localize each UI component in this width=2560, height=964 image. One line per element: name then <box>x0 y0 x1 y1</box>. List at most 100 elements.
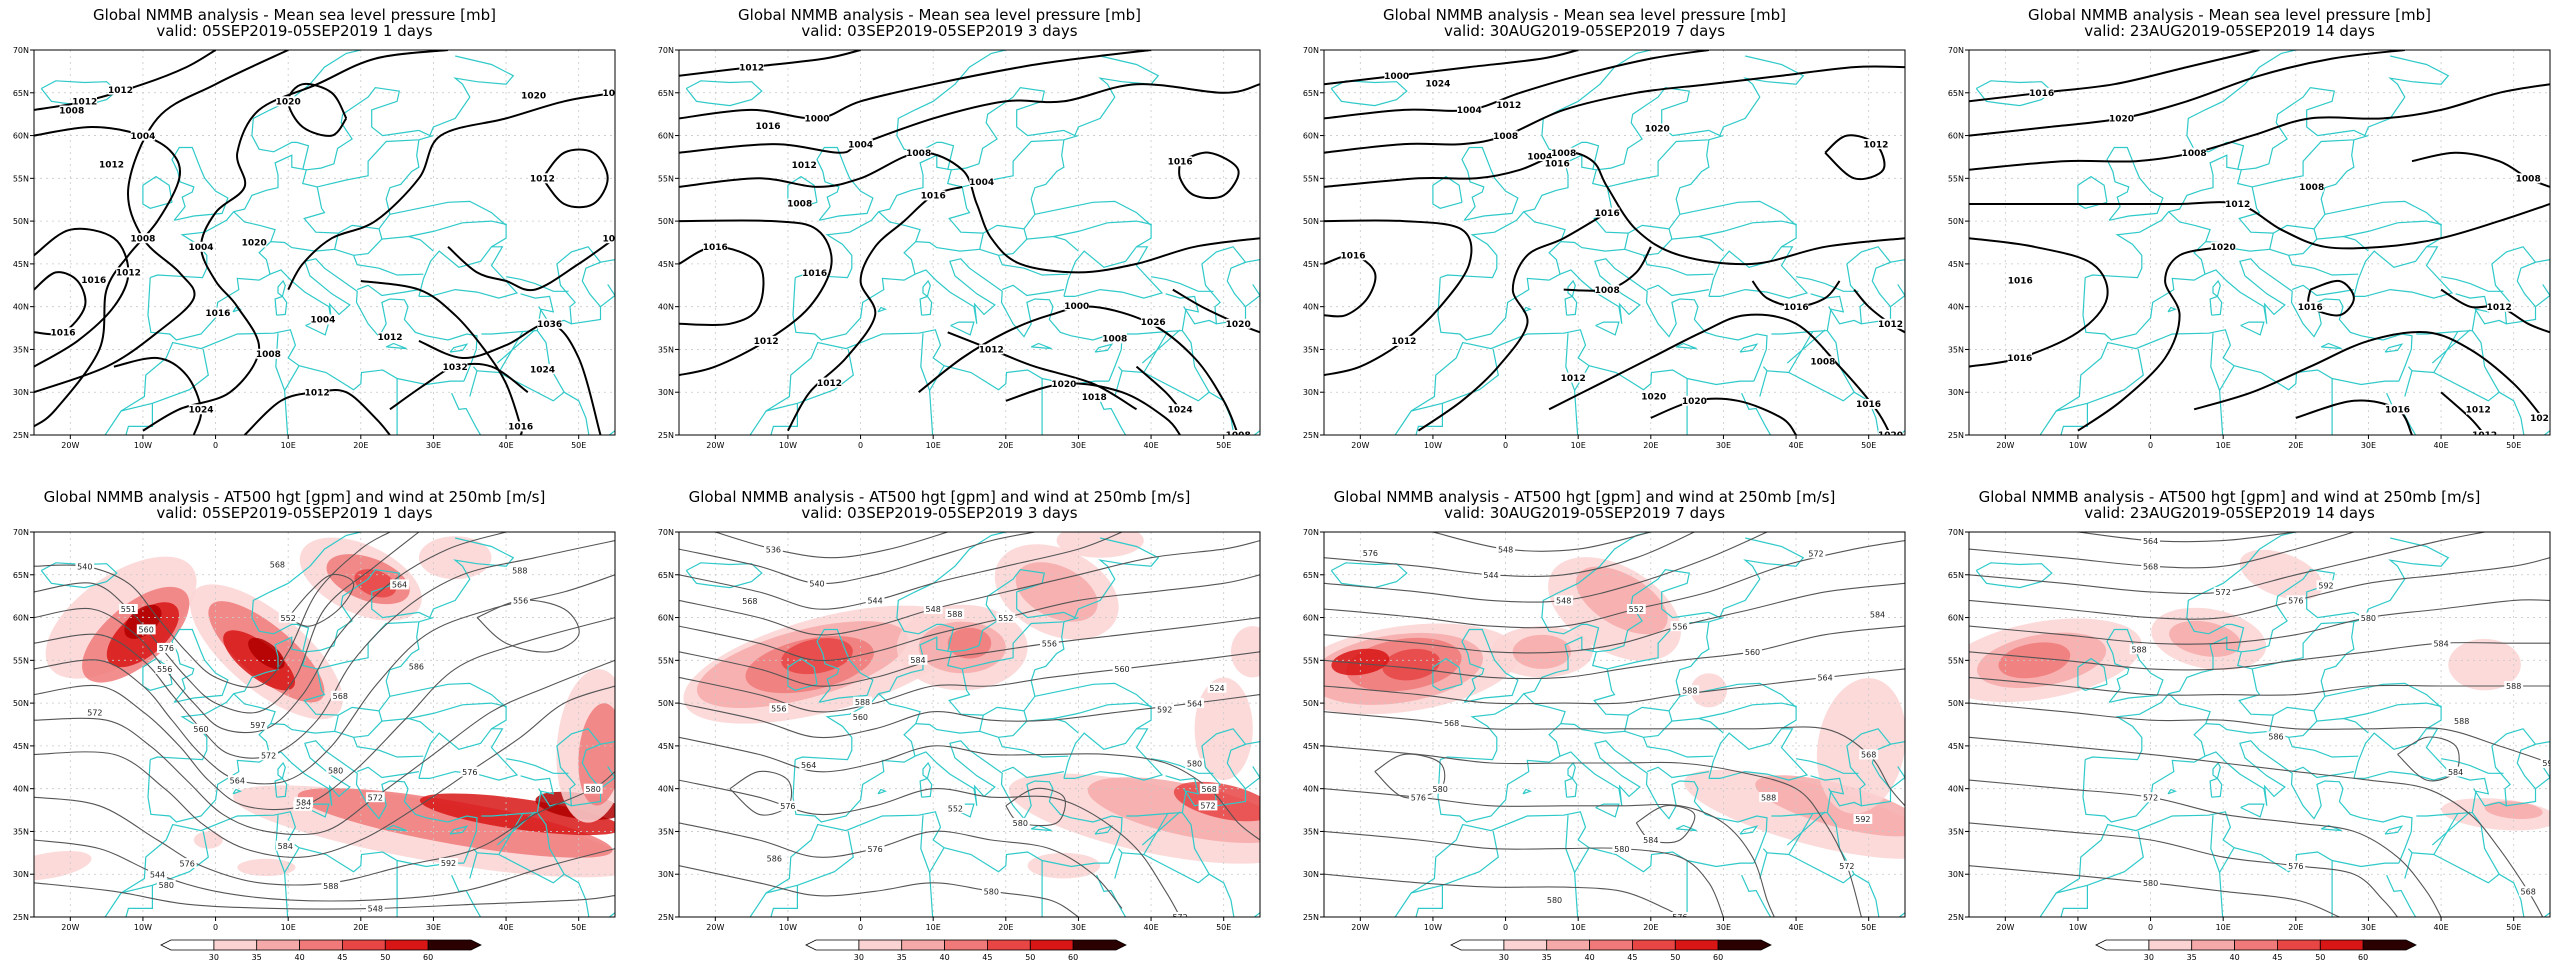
lon-label: 10W <box>2069 441 2087 450</box>
lat-label: 30N <box>658 388 674 397</box>
coastline <box>258 714 339 757</box>
coastline <box>2218 365 2235 435</box>
contour-label: 1000 <box>1384 72 1409 82</box>
coastline <box>563 873 615 917</box>
coastline <box>303 621 420 716</box>
coastline <box>1523 211 1566 242</box>
colorbar-tick-label: 40 <box>1585 953 1595 960</box>
contour-label-bg <box>2266 731 2286 742</box>
lat-lon-grid <box>34 532 615 917</box>
contour-line <box>34 532 420 714</box>
lat-label: 30N <box>1948 870 1964 879</box>
contour-label-bg <box>769 703 789 714</box>
colorbar-tick-label: 30 <box>2144 953 2154 960</box>
contour-label-bg <box>310 314 336 325</box>
contour-label: 1008 <box>1493 132 1518 142</box>
coastline <box>2440 276 2504 292</box>
lon-label: 10E <box>926 923 941 932</box>
contour-line <box>34 839 615 902</box>
contour-label-bg <box>740 595 760 606</box>
contour-label-bg <box>1409 792 1428 803</box>
coastline <box>2473 306 2507 325</box>
panel-title: Global NMMB analysis - AT500 hgt [gpm] a… <box>1334 488 1836 506</box>
coastline <box>1759 848 1768 879</box>
contour-label: 572 <box>2143 793 2158 802</box>
lat-label: 25N <box>1948 431 1964 440</box>
lon-label: 30E <box>426 923 441 932</box>
coastline <box>2431 329 2471 364</box>
colorbar-segment <box>944 939 988 951</box>
coastline <box>449 825 469 835</box>
contour-label: 1012 <box>1863 140 1888 150</box>
contour-label: 1016 <box>2298 303 2323 313</box>
contour-label-bg <box>778 800 798 811</box>
contour-label-bg <box>979 344 1004 355</box>
coastline <box>1245 740 1260 776</box>
wind-patch <box>2484 801 2543 820</box>
contour-label-bg <box>2472 430 2497 435</box>
colorbar-tick-label: 50 <box>1025 953 1035 960</box>
contour-line <box>1172 288 1260 334</box>
coastlines <box>1330 532 1905 917</box>
contour-label-bg <box>50 327 76 338</box>
contour-line <box>1969 237 2109 368</box>
coastline <box>389 682 507 730</box>
contour-label-bg <box>2211 241 2236 252</box>
coastline <box>979 720 1028 738</box>
panel-valid-date: valid: 05SEP2019-05SEP2019 1 days <box>156 22 432 40</box>
contour-label: 1020 <box>2211 243 2236 253</box>
lat-label: 30N <box>658 870 674 879</box>
coastline <box>1150 276 1214 292</box>
contour-label: 588 <box>2131 645 2146 654</box>
coastline <box>505 758 569 774</box>
panel-valid-date: valid: 23AUG2019-05SEP2019 14 days <box>2084 22 2375 40</box>
contour-label-bg <box>85 707 105 718</box>
contour-label-bg <box>1595 207 1620 218</box>
contour-label: 1012 <box>1391 337 1416 347</box>
lon-label: 40E <box>2433 923 2448 932</box>
contour-label: 1016 <box>1856 400 1881 410</box>
contour-label-bg <box>1112 663 1132 674</box>
coastline <box>1394 329 1754 435</box>
contour-line <box>243 388 391 435</box>
contour-line <box>1324 668 1905 705</box>
coastline <box>536 330 565 393</box>
lat-label: 70N <box>13 528 29 537</box>
colorbar-tick-label: 60 <box>423 953 433 960</box>
contour-label-bg <box>2129 644 2149 655</box>
contour-label-bg <box>2181 147 2207 158</box>
coastline <box>2431 811 2471 846</box>
lon-label: 20W <box>61 441 79 450</box>
colorbar-tick-label: 60 <box>1068 953 1078 960</box>
coastline <box>2212 761 2221 779</box>
contour-label: 1016 <box>802 269 827 279</box>
coastline <box>360 532 364 533</box>
coastline <box>1573 847 1590 917</box>
coastline <box>2535 740 2550 776</box>
lat-label: 35N <box>13 827 29 836</box>
coastline <box>1771 293 1845 335</box>
coastline <box>1063 728 1164 781</box>
contour-label: 1012 <box>2466 406 2491 416</box>
coastline <box>1795 276 1859 292</box>
contour-label: 592 <box>2542 759 2557 768</box>
lon-label: 30E <box>2361 923 2376 932</box>
contour-label: 584 <box>1870 611 1885 620</box>
coastline <box>418 246 519 299</box>
contour-label-bg <box>294 797 314 808</box>
contours <box>34 532 615 910</box>
coastline <box>1675 342 1697 350</box>
contour-label: 588 <box>855 698 870 707</box>
contour-line <box>715 532 948 559</box>
contour-label-bg <box>1868 609 1887 620</box>
contour-label: 568 <box>742 597 757 606</box>
contour-label: 552 <box>998 614 1013 623</box>
lat-label: 30N <box>13 870 29 879</box>
contour-label-bg <box>2007 353 2032 363</box>
contour-label-bg <box>981 886 1001 897</box>
coastline <box>1624 238 1673 256</box>
contour-label: 584 <box>296 798 311 807</box>
coastline <box>1698 220 1797 238</box>
contour-label-bg <box>407 661 426 672</box>
contour-line <box>1969 532 2355 569</box>
